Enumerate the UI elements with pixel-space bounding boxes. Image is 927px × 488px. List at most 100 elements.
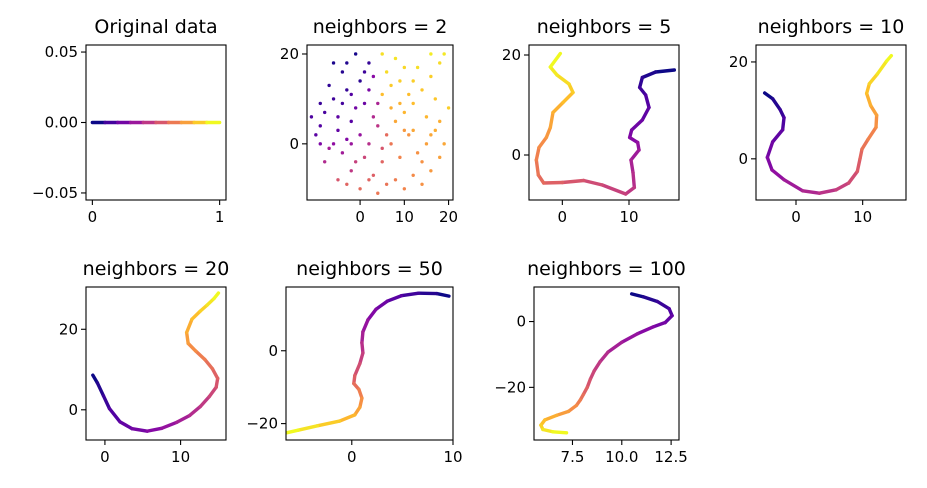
line-segment bbox=[194, 349, 207, 362]
scatter-point bbox=[424, 142, 429, 146]
line-segment bbox=[130, 427, 149, 433]
y-tick-label: 0 bbox=[511, 146, 521, 164]
y-tick-label: 0 bbox=[516, 313, 526, 331]
scatter-point bbox=[384, 70, 389, 74]
scatter-point bbox=[411, 128, 415, 133]
line-segment bbox=[592, 359, 602, 373]
scatter-point bbox=[438, 155, 442, 160]
scatter-point bbox=[322, 110, 327, 115]
line-segment bbox=[337, 413, 357, 423]
y-tick-label: 0.00 bbox=[45, 114, 78, 132]
line-segment bbox=[629, 118, 645, 132]
x-tick-label: 1 bbox=[215, 208, 225, 226]
scatter-point bbox=[376, 101, 380, 106]
scatter-point bbox=[309, 115, 314, 119]
scatter-point bbox=[402, 128, 407, 133]
scatter-point bbox=[314, 133, 318, 137]
line-segment bbox=[846, 169, 860, 185]
line-segment bbox=[864, 91, 873, 108]
panel-5: neighbors = 20 0 10 0 20 bbox=[59, 258, 229, 466]
line-segment bbox=[598, 350, 610, 364]
line-segment bbox=[629, 158, 635, 175]
line-segment bbox=[399, 291, 421, 298]
scatter-point bbox=[349, 92, 353, 97]
scatter-point bbox=[393, 178, 398, 182]
scatter-point bbox=[438, 61, 442, 65]
line-segment bbox=[360, 330, 365, 345]
line-segment bbox=[631, 170, 637, 190]
axes-frame bbox=[528, 44, 680, 201]
chart-title: neighbors = 100 bbox=[527, 258, 686, 280]
scatter-point bbox=[380, 92, 384, 97]
panel-7: neighbors = 100 7.5 10.0 12.5 −20 0 bbox=[494, 258, 687, 466]
line-segment bbox=[868, 103, 879, 117]
scatter-point bbox=[318, 124, 322, 128]
line-segment bbox=[541, 180, 565, 185]
plot-area bbox=[91, 291, 221, 433]
scatter-point bbox=[402, 187, 407, 191]
scatter-point bbox=[384, 133, 389, 137]
y-tick-label: 20 bbox=[729, 53, 748, 71]
scatter-point bbox=[420, 88, 424, 92]
scatter-point bbox=[411, 173, 415, 177]
scatter-point bbox=[327, 83, 331, 88]
x-tick-label: 12.5 bbox=[654, 448, 687, 466]
line-segment bbox=[875, 59, 889, 76]
line-segment bbox=[640, 70, 658, 80]
scatter-point bbox=[411, 101, 415, 106]
scatter-point bbox=[415, 151, 420, 155]
scatter-point bbox=[353, 160, 358, 164]
chart-title: neighbors = 5 bbox=[537, 16, 672, 38]
line-segment bbox=[620, 332, 640, 344]
line-segment bbox=[361, 318, 370, 334]
y-tick-label: −20 bbox=[246, 415, 278, 433]
scatter-point bbox=[362, 101, 367, 106]
panel-2: neighbors = 2 0 10 20 0 20 bbox=[280, 16, 458, 226]
chart-title: neighbors = 50 bbox=[296, 258, 443, 280]
scatter-point bbox=[371, 74, 376, 79]
scatter-point bbox=[367, 142, 371, 146]
chart-title: Original data bbox=[94, 16, 217, 38]
line-segment bbox=[834, 181, 851, 192]
line-segment bbox=[561, 90, 575, 105]
line-segment bbox=[782, 177, 805, 193]
scatter-point bbox=[367, 178, 371, 182]
line-segment bbox=[551, 100, 565, 115]
line-segment bbox=[623, 185, 637, 196]
line-segment bbox=[548, 51, 563, 69]
scatter-point bbox=[420, 160, 424, 164]
scatter-point bbox=[389, 142, 393, 146]
line-segment bbox=[653, 68, 677, 74]
x-tick-label: 0 bbox=[355, 208, 365, 226]
line-segment bbox=[629, 292, 646, 299]
scatter-point bbox=[402, 110, 407, 115]
x-tick-label: 0 bbox=[347, 448, 357, 466]
line-segment bbox=[635, 325, 656, 336]
line-segment bbox=[548, 110, 555, 130]
y-tick-label: −20 bbox=[494, 378, 526, 396]
y-tick-label: 0 bbox=[68, 401, 78, 419]
scatter-point bbox=[318, 142, 322, 146]
line-segment bbox=[145, 426, 164, 433]
scatter-point bbox=[331, 97, 336, 101]
scatter-point bbox=[402, 65, 407, 70]
scatter-point bbox=[393, 56, 398, 61]
scatter-point bbox=[376, 191, 380, 195]
line-segment bbox=[537, 135, 549, 150]
axes-frame bbox=[533, 286, 680, 441]
scatter-point bbox=[380, 146, 384, 151]
line-segment bbox=[534, 158, 541, 177]
scatter-point bbox=[349, 142, 353, 146]
line-segment bbox=[765, 140, 775, 160]
y-tick-label: 20 bbox=[280, 45, 299, 63]
line-segment bbox=[817, 188, 838, 195]
panel-4: neighbors = 10 0 10 0 20 bbox=[729, 16, 907, 226]
x-tick-label: 0 bbox=[88, 208, 98, 226]
line-segment bbox=[551, 430, 569, 435]
line-segment bbox=[435, 291, 451, 298]
scatter-point bbox=[376, 124, 380, 128]
scatter-point bbox=[349, 119, 353, 124]
scatter-point bbox=[336, 178, 340, 182]
scatter-point bbox=[340, 151, 345, 155]
panel-3: neighbors = 5 0 10 0 20 bbox=[502, 16, 680, 226]
